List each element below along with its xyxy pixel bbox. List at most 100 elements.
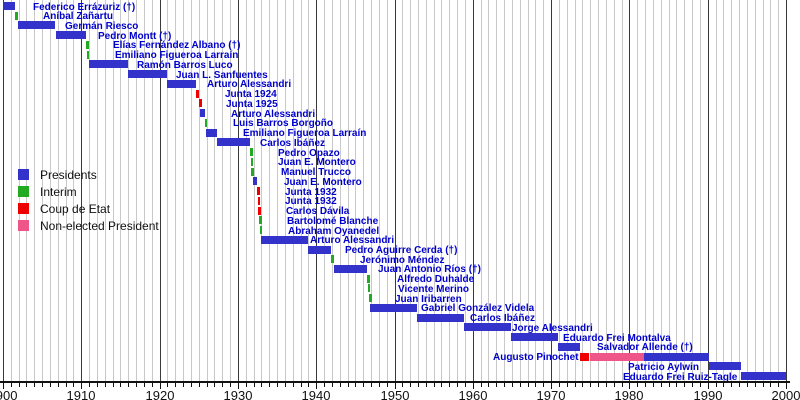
minor-tick	[191, 383, 192, 387]
term-bar-president	[510, 333, 558, 341]
year-gridline	[520, 0, 521, 381]
term-bar-president	[217, 138, 251, 146]
president-label: Arturo Alessandri	[207, 79, 292, 90]
minor-tick	[559, 383, 560, 387]
legend-swatch-interim	[18, 186, 29, 197]
year-gridline	[363, 0, 364, 381]
major-tick	[81, 383, 82, 389]
axis-year-label: 1950	[380, 388, 410, 400]
president-label: Junta 1925	[226, 99, 278, 110]
minor-tick	[277, 383, 278, 387]
minor-tick	[230, 383, 231, 387]
president-label: Eduardo Frei Montalva	[563, 333, 671, 344]
minor-tick	[731, 383, 732, 387]
year-gridline	[575, 0, 576, 381]
president-label: Aníbal Zañartu	[43, 11, 114, 22]
year-gridline	[410, 0, 411, 381]
minor-tick	[739, 383, 740, 387]
major-tick	[238, 383, 239, 389]
president-label: Augusto Pinochet	[493, 352, 579, 363]
year-gridline	[614, 0, 615, 381]
term-bar-president	[463, 323, 511, 331]
axis-year-label: 1990	[693, 388, 723, 400]
minor-tick	[684, 383, 685, 387]
minor-tick	[402, 383, 403, 387]
president-label: Emiliano Figueroa Larraín	[243, 128, 367, 139]
term-bar-coup	[196, 90, 200, 98]
term-bar-interim	[369, 294, 372, 302]
term-bar-interim	[251, 168, 254, 176]
year-gridline	[504, 0, 505, 381]
minor-tick	[770, 383, 771, 387]
minor-tick	[504, 383, 505, 387]
major-tick	[551, 383, 552, 389]
minor-tick	[598, 383, 599, 387]
term-bar-president	[55, 31, 86, 39]
minor-tick	[465, 383, 466, 387]
minor-tick	[285, 383, 286, 387]
president-label: Eduardo Frei Ruiz-Tagle	[623, 372, 738, 383]
year-gridline	[332, 0, 333, 381]
year-gridline	[113, 0, 114, 381]
term-bar-coup	[258, 207, 261, 215]
major-tick	[629, 383, 630, 389]
minor-tick	[58, 383, 59, 387]
minor-tick	[520, 383, 521, 387]
minor-tick	[622, 383, 623, 387]
president-label: Luis Barros Borgoño	[233, 118, 334, 129]
minor-tick	[426, 383, 427, 387]
year-gridline	[512, 0, 513, 381]
year-gridline	[340, 0, 341, 381]
minor-tick	[324, 383, 325, 387]
year-gridline	[763, 0, 764, 381]
decade-gridline	[473, 0, 474, 381]
minor-tick	[387, 383, 388, 387]
president-label: Federico Errázuriz (†)	[33, 2, 136, 13]
minor-tick	[582, 383, 583, 387]
minor-tick	[308, 383, 309, 387]
president-label: Manuel Trucco	[281, 167, 352, 178]
year-gridline	[723, 0, 724, 381]
year-gridline	[778, 0, 779, 381]
term-bar-president	[127, 70, 168, 78]
president-label: Patricio Aylwin	[628, 362, 699, 373]
decade-gridline	[395, 0, 396, 381]
year-gridline	[269, 0, 270, 381]
president-label: Carlos Ibáñez	[260, 138, 326, 149]
axis-year-label: 1980	[614, 388, 644, 400]
year-gridline	[747, 0, 748, 381]
major-tick	[316, 383, 317, 389]
year-gridline	[105, 0, 106, 381]
president-label: Juan Antonio Ríos (†)	[378, 264, 481, 275]
minor-tick	[11, 383, 12, 387]
term-bar-coup	[580, 353, 590, 361]
minor-tick	[34, 383, 35, 387]
axis-year-label: 1970	[536, 388, 566, 400]
president-label: Junta 1932	[285, 187, 337, 198]
president-label: Elías Fernández Albano (†)	[113, 40, 241, 51]
decade-gridline	[3, 0, 4, 381]
year-gridline	[89, 0, 90, 381]
minor-tick	[371, 383, 372, 387]
minor-tick	[418, 383, 419, 387]
minor-tick	[661, 383, 662, 387]
minor-tick	[332, 383, 333, 387]
year-gridline	[535, 0, 536, 381]
term-bar-coup	[257, 187, 260, 195]
term-bar-president	[709, 362, 741, 370]
year-gridline	[199, 0, 200, 381]
year-gridline	[73, 0, 74, 381]
decade-gridline	[316, 0, 317, 381]
term-bar-president	[416, 314, 464, 322]
term-bar-president	[333, 265, 368, 273]
president-label: Jorge Alessandri	[512, 323, 593, 334]
president-label: Juan E. Montero	[278, 157, 356, 168]
year-gridline	[66, 0, 67, 381]
minor-tick	[755, 383, 756, 387]
term-bar-president	[308, 246, 331, 254]
year-gridline	[441, 0, 442, 381]
term-bar-non_elected	[589, 353, 644, 361]
president-label: Jerónimo Méndez	[360, 255, 445, 266]
year-gridline	[402, 0, 403, 381]
minor-tick	[183, 383, 184, 387]
